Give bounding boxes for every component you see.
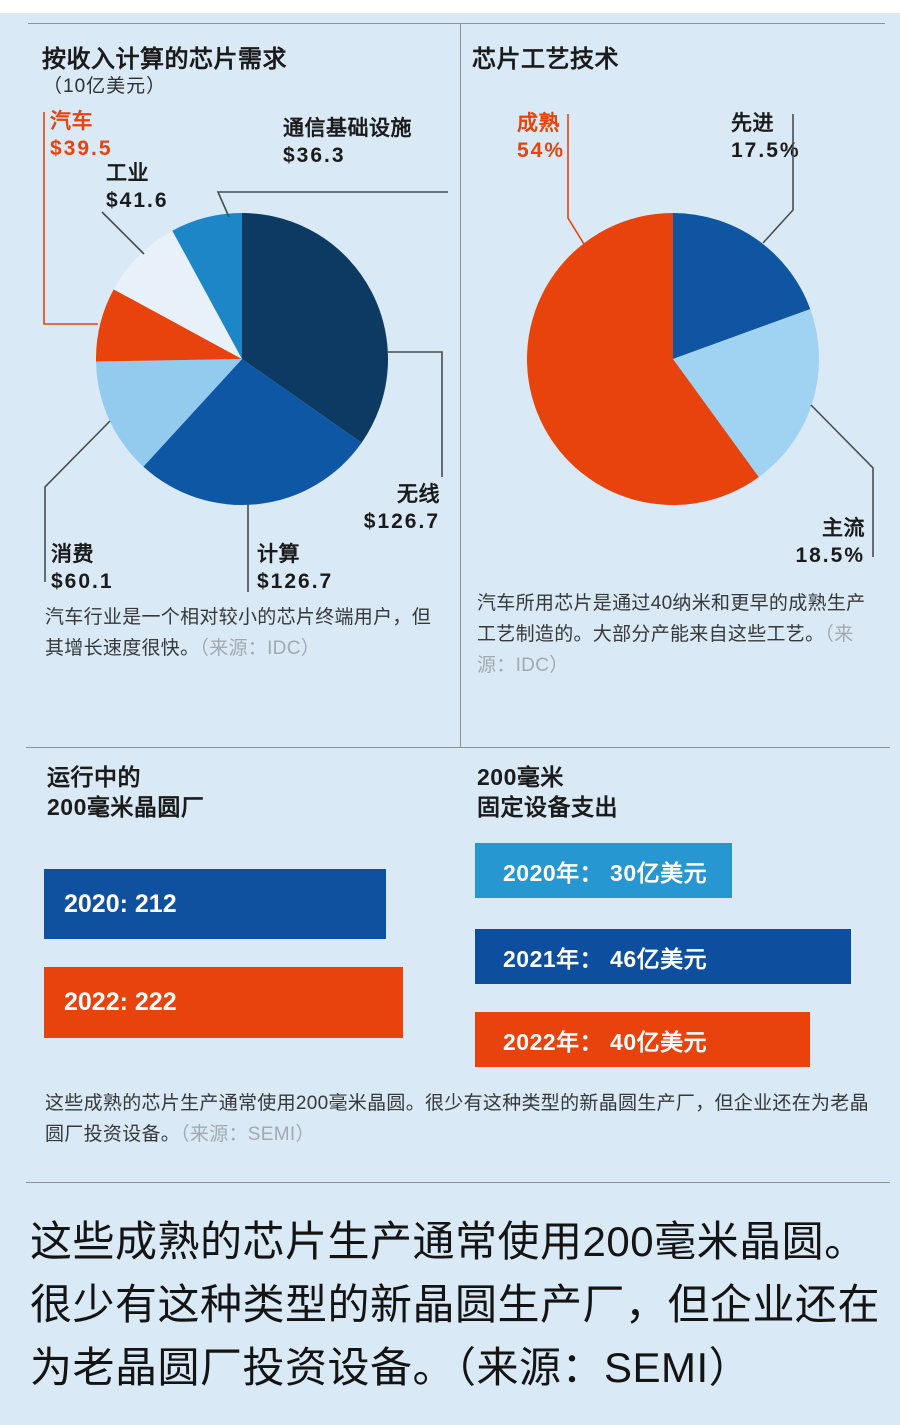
callout-mature: 成熟 54% bbox=[517, 110, 565, 164]
pie-slice-mature bbox=[527, 213, 759, 505]
top-divider bbox=[28, 23, 885, 24]
callout-wireless-value: $126.7 bbox=[363, 510, 440, 533]
demand-caption: 汽车行业是一个相对较小的芯片终端用户，但其增长速度很快。（来源：IDC） bbox=[45, 602, 443, 664]
demand-caption-text: 汽车行业是一个相对较小的芯片终端用户，但其增长速度很快。 bbox=[45, 607, 432, 659]
bottom-caption-source: （来源：SEMI） bbox=[180, 1124, 315, 1145]
process-chart-title: 芯片工艺技术 bbox=[472, 46, 619, 73]
pie-slice-industrial bbox=[113, 230, 242, 359]
pie-slice-auto bbox=[96, 289, 242, 362]
spend-bar-2022-label: 2022年： 40亿美元 bbox=[503, 1028, 708, 1055]
demand-chart-subtitle: （10亿美元） bbox=[43, 76, 167, 97]
callout-wireless: 无线 $126.7 bbox=[364, 481, 440, 535]
process-caption-source: （来源：IDC） bbox=[477, 624, 854, 676]
pie-slice-advanced bbox=[673, 213, 811, 359]
wireless-callout-line bbox=[388, 351, 443, 477]
demand-caption-source: （来源：IDC） bbox=[199, 638, 321, 659]
spend-bar-2021-label: 2021年： 46亿美元 bbox=[503, 945, 708, 972]
callout-compute-value: $126.7 bbox=[257, 570, 334, 593]
callout-auto-value: $39.5 bbox=[50, 137, 113, 160]
demand-chart-title: 按收入计算的芯片需求 bbox=[42, 46, 287, 73]
callout-mainstream-label: 主流 bbox=[822, 517, 865, 540]
callout-auto-label: 汽车 bbox=[50, 110, 93, 133]
process-caption: 汽车所用芯片是通过40纳米和更早的成熟生产工艺制造的。大部分产能来自这些工艺。（… bbox=[477, 588, 879, 681]
footer-line3: 为老晶圆厂投资设备。（来源：SEMI） bbox=[30, 1344, 752, 1391]
callout-consumer: 消费 $60.1 bbox=[51, 541, 114, 595]
bottom-caption-text: 这些成熟的芯片生产通常使用200毫米晶圆。很少有这种类型的新晶圆生产厂，但企业还… bbox=[45, 1093, 869, 1145]
spend-bar-2020-label: 2020年： 30亿美元 bbox=[503, 859, 708, 886]
callout-industrial-label: 工业 bbox=[106, 162, 149, 185]
callout-wireless-label: 无线 bbox=[397, 483, 440, 506]
fabs-bar-2022-label: 2022: 222 bbox=[64, 988, 177, 1016]
callout-compute-label: 计算 bbox=[257, 543, 300, 566]
pie-slice-mainstream bbox=[673, 309, 819, 478]
callout-mature-label: 成熟 bbox=[517, 112, 560, 135]
fabs-chart-title: 运行中的 200毫米晶圆厂 bbox=[47, 762, 204, 822]
callout-comms-label: 通信基础设施 bbox=[283, 117, 412, 140]
callout-advanced: 先进 17.5% bbox=[731, 110, 801, 164]
pie-slice-consumer bbox=[96, 359, 243, 467]
spend-chart-title: 200毫米 固定设备支出 bbox=[477, 762, 618, 822]
callout-mainstream: 主流 18.5% bbox=[795, 515, 865, 569]
callout-consumer-value: $60.1 bbox=[51, 570, 114, 593]
process-caption-text: 汽车所用芯片是通过40纳米和更早的成熟生产工艺制造的。大部分产能来自这些工艺。 bbox=[477, 593, 866, 645]
callout-auto: 汽车 $39.5 bbox=[50, 108, 113, 162]
callout-mature-value: 54% bbox=[517, 139, 566, 162]
pie-slice-comms bbox=[172, 213, 242, 359]
process-pie-chart bbox=[527, 213, 819, 505]
fabs-bar-2020: 2020: 212 bbox=[44, 869, 386, 939]
callout-compute: 计算 $126.7 bbox=[257, 541, 333, 595]
footer-line2: 很少有这种类型的新晶圆生产厂，但企业还在 bbox=[30, 1281, 881, 1328]
spend-title-line1: 200毫米 bbox=[477, 764, 564, 790]
pie-slice-compute bbox=[143, 359, 362, 505]
fabs-bar-2022: 2022: 222 bbox=[44, 967, 403, 1038]
spend-bar-2021: 2021年： 46亿美元 bbox=[475, 929, 851, 984]
bottom-caption: 这些成熟的芯片生产通常使用200毫米晶圆。很少有这种类型的新晶圆生产厂，但企业还… bbox=[45, 1088, 885, 1150]
callout-industrial-value: $41.6 bbox=[106, 189, 169, 212]
callout-industrial: 工业 $41.6 bbox=[106, 160, 169, 214]
top-margin bbox=[0, 0, 900, 13]
pie-slice-wireless bbox=[242, 213, 388, 443]
callout-mainstream-value: 18.5% bbox=[795, 544, 865, 567]
callout-advanced-label: 先进 bbox=[731, 112, 774, 135]
callout-advanced-value: 17.5% bbox=[731, 139, 801, 162]
fabs-bar-2020-label: 2020: 212 bbox=[64, 889, 177, 918]
callout-comms: 通信基础设施 $36.3 bbox=[283, 115, 412, 169]
callout-comms-value: $36.3 bbox=[283, 144, 346, 167]
footer-line1: 这些成熟的芯片生产通常使用200毫米晶圆。 bbox=[30, 1218, 867, 1265]
fabs-title-line1: 运行中的 bbox=[47, 764, 141, 790]
spend-title-line2: 固定设备支出 bbox=[477, 794, 618, 820]
callout-consumer-label: 消费 bbox=[51, 543, 94, 566]
bottom-divider bbox=[26, 1182, 890, 1183]
spend-bar-2020: 2020年： 30亿美元 bbox=[475, 843, 732, 898]
footer-summary: 这些成熟的芯片生产通常使用200毫米晶圆。 很少有这种类型的新晶圆生产厂，但企业… bbox=[30, 1210, 880, 1399]
mid-divider bbox=[26, 747, 890, 748]
demand-pie-chart bbox=[96, 213, 388, 505]
fabs-title-line2: 200毫米晶圆厂 bbox=[47, 794, 205, 820]
panel-divider-vertical bbox=[460, 23, 461, 748]
spend-bar-2022: 2022年： 40亿美元 bbox=[475, 1012, 810, 1067]
